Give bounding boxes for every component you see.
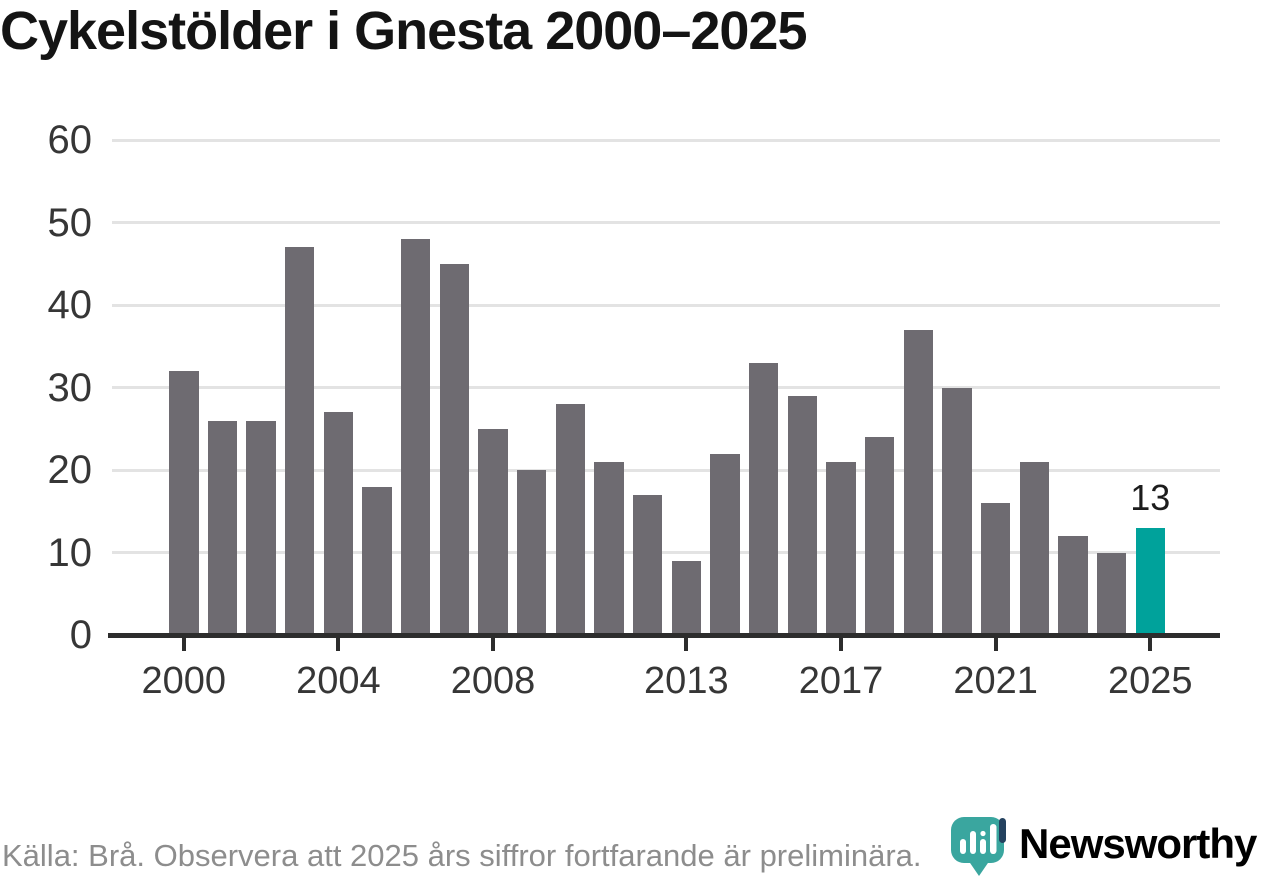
bar-2017 xyxy=(826,461,856,635)
bar-2010 xyxy=(555,404,586,635)
bar-2006 xyxy=(400,239,431,635)
x-axis-line xyxy=(108,633,1220,638)
gridline-y-40 xyxy=(112,303,1220,307)
bar-2022 xyxy=(1019,461,1050,635)
bar-2024 xyxy=(1096,552,1127,635)
x-tick-2013 xyxy=(684,637,689,651)
x-tick-2017 xyxy=(838,637,843,651)
bar-2001 xyxy=(207,420,238,635)
bar-value-label: 13 xyxy=(1130,476,1171,518)
bar-2002 xyxy=(246,420,276,635)
bar-2023 xyxy=(1058,536,1088,635)
bar-2018 xyxy=(864,437,895,635)
gridline-y-10 xyxy=(112,551,1220,554)
bar-2012 xyxy=(632,494,663,635)
bar-2013 xyxy=(671,560,702,635)
bar-2005 xyxy=(362,486,392,635)
x-tick-2000 xyxy=(181,637,186,651)
bar-2015 xyxy=(748,362,779,635)
gridline-y-50 xyxy=(112,221,1220,224)
bar-2008 xyxy=(478,428,508,635)
bar-2007 xyxy=(439,263,470,635)
x-axis-label-2008: 2008 xyxy=(450,660,536,702)
y-axis-label-30: 30 xyxy=(47,365,93,410)
bar-2014 xyxy=(710,453,740,635)
y-axis-label-0: 0 xyxy=(69,613,92,657)
y-axis-label-50: 50 xyxy=(47,200,93,245)
y-axis-label-10: 10 xyxy=(47,530,93,575)
x-tick-2025 xyxy=(1148,637,1153,651)
x-tick-2008 xyxy=(491,637,496,651)
x-axis-label-2013: 2013 xyxy=(644,660,729,702)
bar-2020 xyxy=(942,387,972,635)
x-tick-2021 xyxy=(993,637,998,651)
newsworthy-speech-bubble-bar-chart-icon xyxy=(951,817,1006,876)
newsworthy-wordmark: Newsworthy xyxy=(1019,820,1257,867)
gridline-y-20 xyxy=(112,468,1220,472)
bar-2016 xyxy=(787,395,818,635)
bar-2004 xyxy=(323,412,354,635)
y-axis-label-20: 20 xyxy=(47,448,93,492)
gridline-y-60 xyxy=(112,138,1220,142)
y-axis-label-40: 40 xyxy=(47,283,93,327)
x-axis-label-2021: 2021 xyxy=(953,660,1038,702)
source-note: Källa: Brå. Observera att 2025 års siffr… xyxy=(2,838,922,873)
x-axis-label-2017: 2017 xyxy=(798,660,884,702)
x-axis-label-2004: 2004 xyxy=(296,660,381,702)
x-axis-label-2000: 2000 xyxy=(141,660,227,702)
x-tick-2004 xyxy=(336,637,341,651)
bar-2000 xyxy=(169,371,199,635)
bar-2021 xyxy=(980,503,1011,635)
bar-2019 xyxy=(903,329,934,635)
bar-2003 xyxy=(284,247,315,635)
gridline-y-30 xyxy=(112,386,1220,389)
x-axis-label-2025: 2025 xyxy=(1107,660,1193,702)
y-axis-label-60: 60 xyxy=(47,118,93,162)
chart-title: Cykelstölder i Gnesta 2000–2025 xyxy=(0,1,808,61)
bar-2011 xyxy=(594,461,624,635)
bar-2025 xyxy=(1135,527,1165,635)
bar-2009 xyxy=(516,470,547,635)
